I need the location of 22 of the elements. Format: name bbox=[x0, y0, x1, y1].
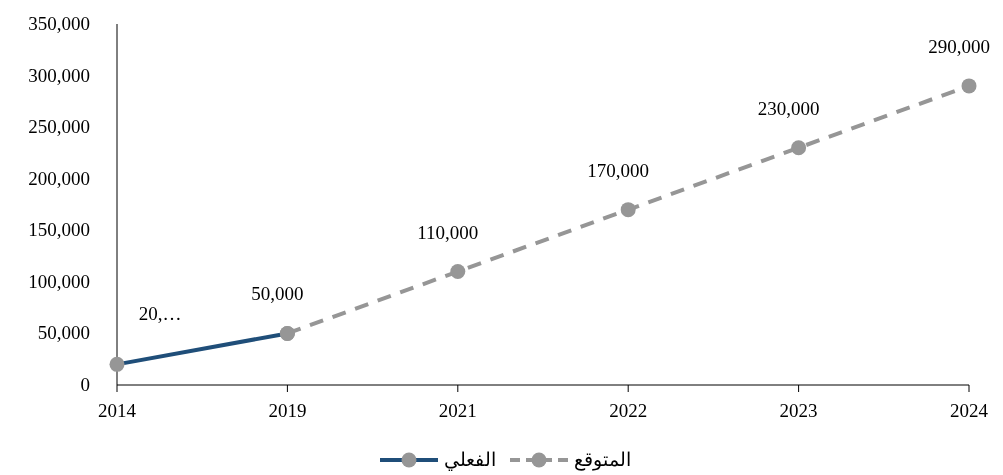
x-tick-label: 2022 bbox=[609, 400, 648, 421]
y-tick-label: 50,000 bbox=[37, 322, 90, 344]
y-tick-label: 300,000 bbox=[28, 64, 90, 86]
legend-label: المتوقع bbox=[574, 449, 631, 471]
y-tick-label: 200,000 bbox=[28, 167, 90, 189]
data-label: 230,000 bbox=[757, 97, 820, 119]
x-tick-label: 2019 bbox=[268, 400, 307, 421]
x-tick-label: 2014 bbox=[98, 400, 137, 421]
y-tick-label: 350,000 bbox=[28, 13, 90, 34]
data-label: 170,000 bbox=[587, 159, 650, 181]
x-tick-label: 2023 bbox=[779, 400, 818, 421]
data-label: 20,… bbox=[138, 303, 182, 325]
x-tick-label: 2024 bbox=[950, 400, 989, 421]
y-tick-label: 250,000 bbox=[28, 116, 90, 138]
y-tick-label: 0 bbox=[80, 374, 90, 395]
y-tick-label: 100,000 bbox=[28, 270, 90, 292]
x-tick-label: 2021 bbox=[438, 400, 477, 421]
data-label: 50,000 bbox=[251, 283, 304, 305]
data-label: 110,000 bbox=[417, 221, 479, 243]
y-tick-label: 150,000 bbox=[28, 219, 90, 241]
legend-label: الفعلي bbox=[444, 449, 496, 471]
data-label: 290,000 bbox=[928, 35, 990, 57]
